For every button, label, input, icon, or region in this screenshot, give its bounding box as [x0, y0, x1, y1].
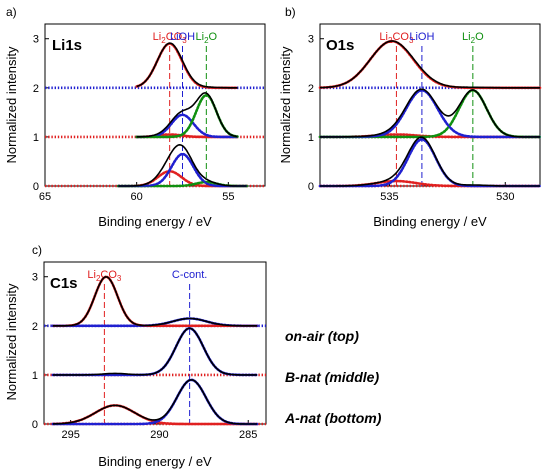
panel-b-xtick-label-0: 535	[380, 191, 398, 203]
panel-c-trace-A-nat-fit	[52, 379, 258, 425]
panel-a-letter: a)	[6, 5, 17, 19]
panel-c-xtick-label-1: 290	[150, 429, 168, 441]
panel-c-trace-on-air	[44, 275, 266, 328]
panel-b-trace-on-air	[318, 39, 542, 90]
panel-b-ref-label-1: LiOH	[409, 31, 434, 43]
panel-b-trace-on-air-envelope	[320, 40, 540, 89]
panel-c-trace-A-nat-component-C-cont	[51, 378, 259, 426]
panel-a-ytick-label-1: 1	[33, 132, 39, 144]
panel-b-trace-B-nat	[318, 88, 542, 139]
panel-b-ytick-label-2: 2	[308, 83, 314, 95]
panel-a-ticks: 65 60 55 0 1 2 3	[33, 34, 235, 203]
panel-a-ref-label-1: LiOH	[170, 31, 195, 43]
panel-c-xtick-label-2: 285	[239, 429, 257, 441]
panel-c-trace-B-nat-fit	[52, 327, 258, 376]
panel-a-trace-A-nat	[45, 143, 265, 188]
panel-c-xlabel: Binding energy / eV	[98, 454, 212, 469]
panel-a-xtick-label-2: 55	[222, 191, 234, 203]
panel-a-traces	[45, 42, 265, 188]
panel-a-trace-on-air-envelope	[136, 42, 238, 89]
panel-b-title: O1s	[326, 37, 354, 54]
panel-b-traces	[318, 39, 542, 188]
panel-c-ylabel: Normalized intensity	[4, 283, 19, 401]
panel-b-xtick-label-1: 530	[496, 191, 514, 203]
panel-c-ytick-label-2: 2	[32, 321, 38, 333]
panel-c-ytick-label-0: 0	[32, 419, 38, 431]
panel-c-ticks: 295 290 285 0 1 2 3	[32, 272, 258, 441]
panel-b-ylabel: Normalized intensity	[278, 46, 293, 164]
panel-b-ticks: 535 530 0 1 2 3	[308, 34, 515, 203]
panel-a-xtick-label-1: 60	[131, 191, 143, 203]
panel-a-trace-B-nat-envelope	[136, 92, 238, 138]
panel-c-ytick-label-3: 3	[32, 272, 38, 284]
panel-b-ref-label-2: Li2O	[462, 31, 484, 45]
panel-a-trace-B-nat	[45, 92, 265, 139]
panel-c-trace-A-nat	[44, 378, 266, 426]
panel-c-trace-on-air-envelope	[52, 275, 258, 327]
panel-a-trace-A-nat-envelope	[118, 143, 247, 187]
panel-c-ytick-label-1: 1	[32, 370, 38, 382]
panel-c-ref-label-1: C-cont.	[172, 269, 207, 281]
panel-a-ref-label-0: Li2CO3	[153, 31, 188, 45]
panel-b-trace-B-nat-fit	[320, 89, 540, 138]
panel-c-reference-lines: Li2CO3 C-cont.	[87, 269, 207, 424]
panel-a-xtick-label-0: 65	[39, 191, 51, 203]
panel-c-trace-A-nat-envelope	[52, 379, 258, 425]
panel-a-ytick-label-0: 0	[33, 181, 39, 193]
panel-a-title: Li1s	[52, 37, 82, 54]
panel-a-xlabel: Binding energy / eV	[98, 214, 212, 229]
panel-a-ylabel: Normalized intensity	[4, 46, 19, 164]
panel-b-trace-A-nat	[318, 136, 542, 188]
panel-o1s: b) O1s Normalized intensity Binding ener…	[278, 5, 542, 229]
panel-a-ref-label-2: Li2O	[196, 31, 218, 45]
panel-c1s: c) C1s Normalized intensity Binding ener…	[4, 243, 267, 469]
panel-li1s: a) Li1s Normalized intensity Binding ene…	[4, 5, 266, 229]
panel-b-ytick-label-1: 1	[308, 132, 314, 144]
panel-b-xlabel: Binding energy / eV	[373, 214, 487, 229]
legend-a-nat: A-nat (bottom)	[284, 410, 382, 426]
panel-a-ytick-label-3: 3	[33, 34, 39, 46]
panel-b-trace-B-nat-envelope	[320, 88, 540, 138]
panel-b-trace-A-nat-envelope	[320, 136, 540, 187]
legend-b-nat: B-nat (middle)	[285, 369, 379, 385]
panel-c-letter: c)	[32, 243, 42, 257]
panel-c-title: C1s	[50, 275, 78, 292]
panel-a-trace-on-air	[45, 42, 265, 90]
legend-on-air: on-air (top)	[285, 328, 359, 344]
panel-c-trace-B-nat	[44, 326, 266, 377]
panel-b-ytick-label-0: 0	[308, 181, 314, 193]
panel-c-trace-B-nat-component-C-cont	[51, 326, 259, 377]
panel-c-traces	[44, 275, 266, 426]
panel-b-letter: b)	[285, 5, 296, 19]
panel-c-trace-B-nat-envelope	[52, 327, 258, 376]
panel-c-frame	[43, 261, 267, 425]
panel-a-trace-on-air-fit	[136, 42, 238, 89]
panel-a-ytick-label-2: 2	[33, 83, 39, 95]
panel-c-xtick-label-0: 295	[61, 429, 79, 441]
panel-b-ytick-label-3: 3	[308, 34, 314, 46]
panel-a-trace-on-air-component-Li2CO3	[135, 42, 239, 90]
